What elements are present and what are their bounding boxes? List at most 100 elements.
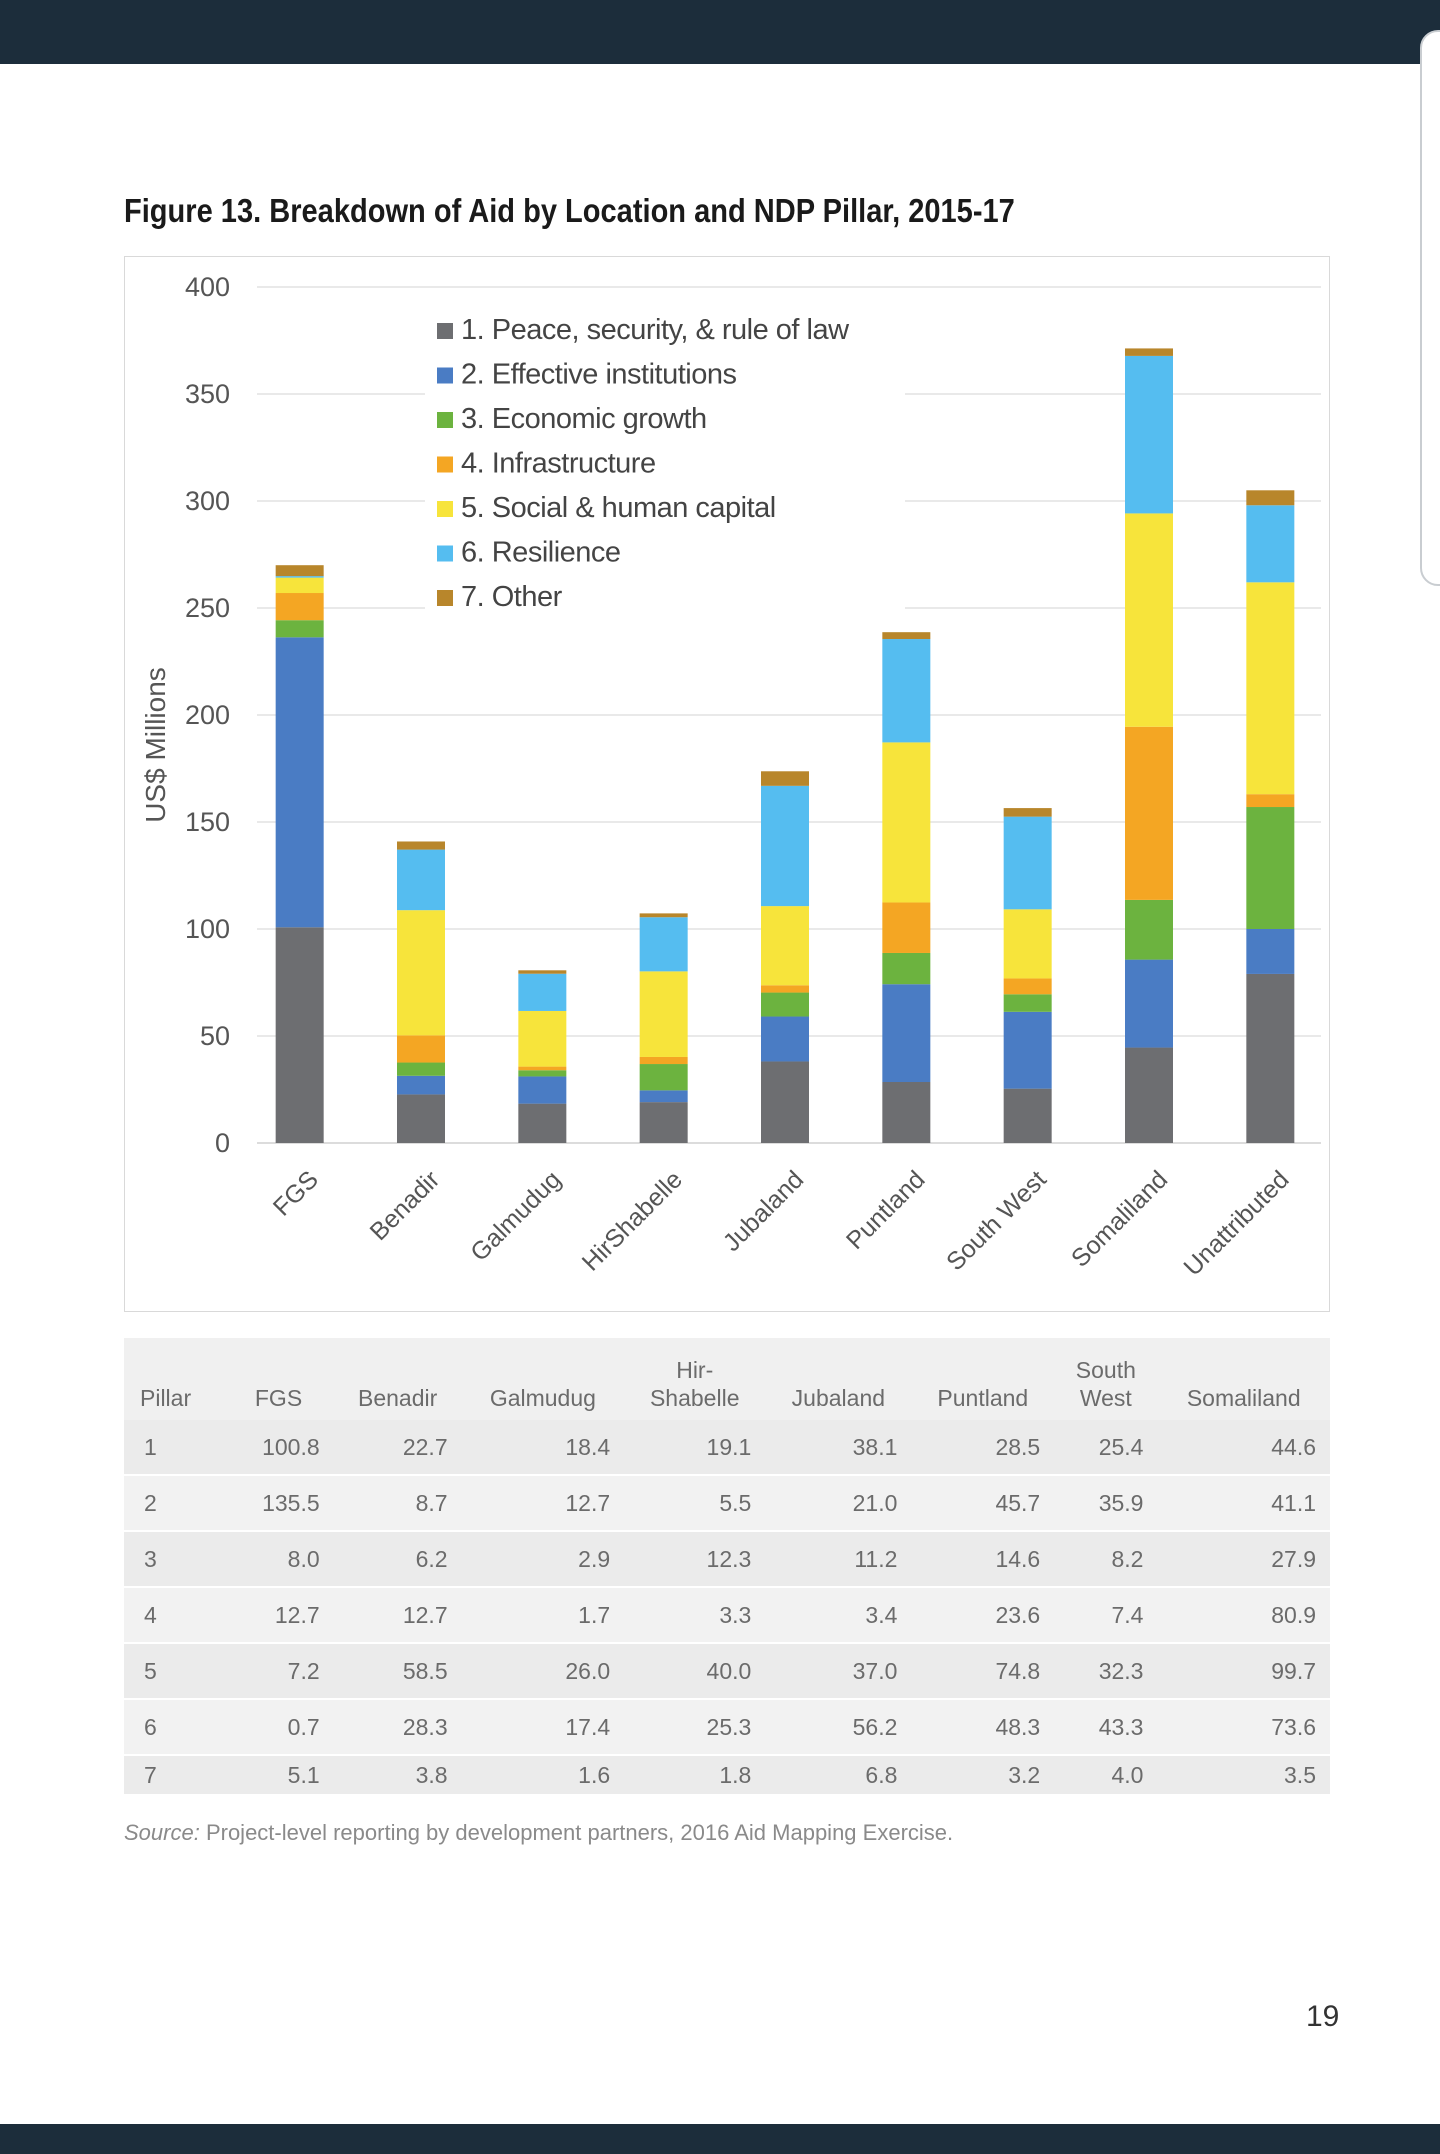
table-row: 2 135.5 8.7 12.7 5.5 21.0 45.7 35.9 41.1 <box>124 1475 1330 1532</box>
table-cell: 21.0 <box>765 1475 912 1532</box>
y-tick-label: 100 <box>185 914 230 944</box>
bar-segment <box>1003 978 1052 995</box>
table-cell: 28.3 <box>333 1699 462 1756</box>
table-cell: 44.6 <box>1157 1420 1330 1476</box>
table-cell: 5.5 <box>624 1475 766 1532</box>
legend-swatch <box>437 323 453 339</box>
table-cell: 1.6 <box>461 1755 625 1796</box>
bar-segment <box>397 1062 445 1076</box>
table-cell: 12.7 <box>333 1587 462 1644</box>
bar-segment <box>1125 726 1173 900</box>
table-cell: 100.8 <box>223 1420 334 1476</box>
table-cell: 22.7 <box>333 1420 462 1476</box>
bar-segment <box>1246 807 1295 929</box>
header-line: Hir- <box>676 1357 714 1383</box>
legend-swatch <box>437 412 453 428</box>
bar-segment <box>882 902 931 953</box>
table-cell: 5.1 <box>223 1755 334 1796</box>
table-cell: 26.0 <box>461 1643 625 1700</box>
legend-swatch <box>437 501 453 517</box>
table-cell: 38.1 <box>765 1420 912 1476</box>
table-cell: 41.1 <box>1157 1475 1330 1532</box>
bar-segment <box>275 577 324 594</box>
bar-segment <box>1246 490 1295 506</box>
table-cell: 8.0 <box>223 1531 334 1588</box>
bar-segment <box>518 1066 567 1071</box>
side-panel-handle[interactable] <box>1420 30 1440 586</box>
table-header-cell: Puntland <box>911 1338 1055 1420</box>
y-tick-label: 350 <box>185 379 230 409</box>
table-cell: 48.3 <box>911 1699 1055 1756</box>
table-cell: 56.2 <box>765 1699 912 1756</box>
bar-segment <box>1003 816 1052 910</box>
table-header-cell: Hir- Shabelle <box>624 1338 766 1420</box>
table-cell: 7.2 <box>223 1643 334 1700</box>
bar-segment <box>397 849 445 911</box>
table-cell: 18.4 <box>461 1420 625 1476</box>
y-tick-label: 150 <box>185 807 230 837</box>
bar-segment <box>882 984 931 1083</box>
table-cell: 35.9 <box>1054 1475 1158 1532</box>
header-line: FGS <box>254 1385 303 1411</box>
x-tick-label: Puntland <box>841 1165 931 1255</box>
legend-label: 5. Social & human capital <box>461 492 776 524</box>
pillar-cell: 7 <box>124 1755 224 1796</box>
header-line: Puntland <box>937 1385 1029 1411</box>
top-bar <box>0 0 1440 64</box>
table-row: 5 7.2 58.5 26.0 40.0 37.0 74.8 32.3 99.7 <box>124 1643 1330 1700</box>
table-cell: 12.7 <box>461 1475 625 1532</box>
x-tick-label: South West <box>941 1165 1052 1276</box>
header-line: Galmudug <box>489 1385 596 1411</box>
pillar-cell: 1 <box>124 1420 224 1476</box>
table-cell: 45.7 <box>911 1475 1055 1532</box>
bar-segment <box>1125 513 1173 727</box>
header-line: West <box>1079 1385 1132 1411</box>
source-label: Source: <box>124 1820 200 1845</box>
bar-segment <box>639 917 688 972</box>
table-cell: 28.5 <box>911 1420 1055 1476</box>
bar-segment <box>1003 994 1052 1012</box>
bar-segment <box>761 771 809 786</box>
legend-label: 7. Other <box>461 581 563 613</box>
bar-segment <box>1125 899 1173 960</box>
bar-segment <box>761 1016 809 1062</box>
x-tick-label: Somaliland <box>1066 1165 1173 1272</box>
bar-segment <box>761 985 809 993</box>
legend-swatch <box>437 367 453 384</box>
header-line: Pillar <box>140 1385 192 1411</box>
pillar-cell: 3 <box>124 1531 224 1588</box>
bar-segment <box>1246 794 1295 808</box>
bar-segment <box>1125 1047 1173 1143</box>
legend-label: 4. Infrastructure <box>461 448 656 480</box>
legend-swatch <box>437 590 453 606</box>
table-cell: 14.6 <box>911 1531 1055 1588</box>
legend-swatch <box>437 545 453 562</box>
bar-segment <box>882 632 931 640</box>
table-cell: 3.4 <box>765 1587 912 1644</box>
header-line: Somaliland <box>1186 1385 1301 1411</box>
table-cell: 99.7 <box>1157 1643 1330 1700</box>
bar-segment <box>1125 959 1173 1048</box>
table-cell: 32.3 <box>1054 1643 1158 1700</box>
table-body: 1 100.8 22.7 18.4 19.1 38.1 28.5 25.4 44.6 2 135.5… <box>124 1420 1330 1796</box>
bar-segment <box>518 973 567 1011</box>
table-row: 6 0.7 28.3 17.4 25.3 56.2 48.3 43.3 73.6 <box>124 1699 1330 1756</box>
figure-title: Figure 13. Breakdown of Aid by Location … <box>124 192 1015 229</box>
bar-segment <box>275 565 324 577</box>
table-cell: 135.5 <box>223 1475 334 1532</box>
y-axis-title: US$ Millions <box>140 667 171 823</box>
table-cell: 23.6 <box>911 1587 1055 1644</box>
table-cell: 12.7 <box>223 1587 334 1644</box>
x-tick-label: HirShabelle <box>577 1165 688 1276</box>
bar-segment <box>275 576 324 578</box>
bar-segment <box>275 637 324 928</box>
bar-segment <box>882 1082 931 1143</box>
bar-segment <box>397 1094 445 1143</box>
bar-segment <box>639 1102 688 1143</box>
page-number: 19 <box>1306 2000 1340 2033</box>
table-cell: 27.9 <box>1157 1531 1330 1588</box>
table-cell: 37.0 <box>765 1643 912 1700</box>
y-tick-label: 200 <box>185 700 230 730</box>
legend-label: 1. Peace, security, & rule of law <box>461 314 850 346</box>
table-header-cell: Benadir <box>333 1338 462 1420</box>
